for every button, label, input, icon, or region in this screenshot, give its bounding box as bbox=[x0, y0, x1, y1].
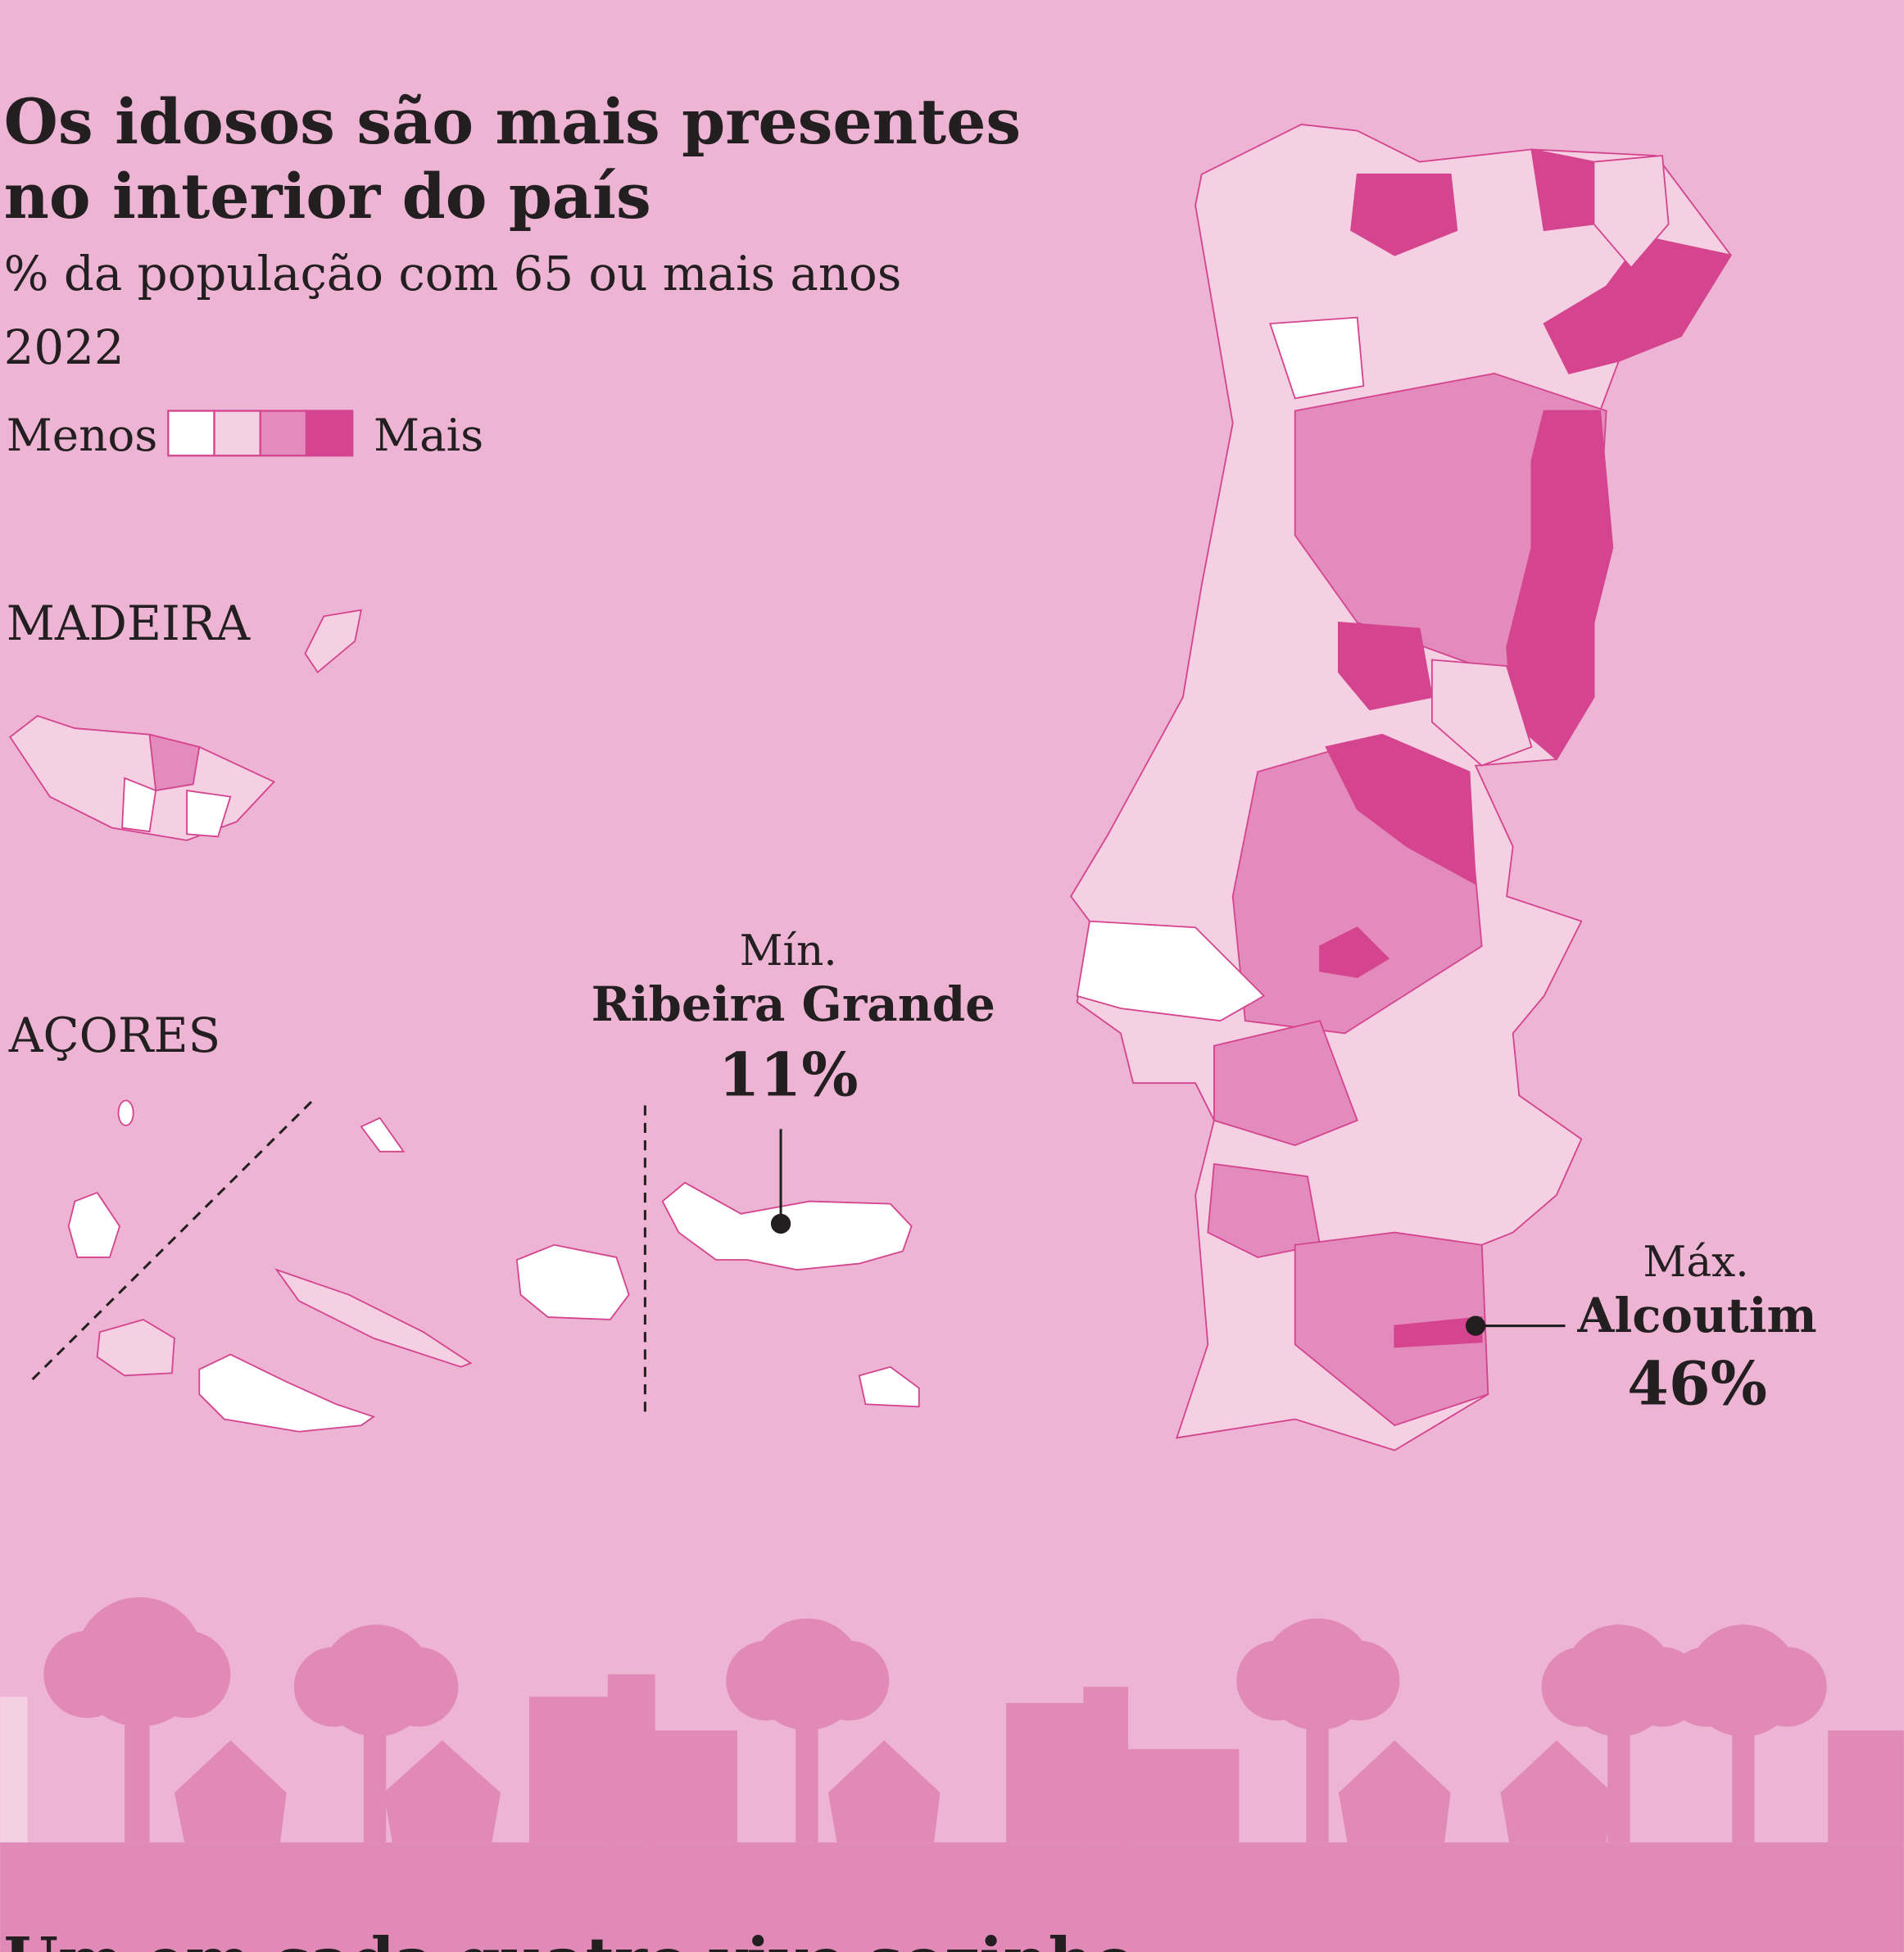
title-line: no interior do país bbox=[4, 160, 651, 233]
legend-scale bbox=[168, 411, 352, 456]
min-label: Mín. bbox=[740, 926, 837, 976]
subtitle: % da população com 65 ou mais anos bbox=[4, 246, 902, 301]
min-place: Ribeira Grande bbox=[592, 976, 995, 1032]
legend-swatch bbox=[261, 411, 306, 456]
next-section-title: Um em cada quatro vive sozinho bbox=[4, 1923, 1136, 1952]
year: 2022 bbox=[4, 319, 125, 375]
legend-high: Mais bbox=[374, 409, 483, 461]
pointer-dot bbox=[1466, 1316, 1485, 1335]
title-line: Os idosos são mais presentes bbox=[4, 85, 1022, 158]
region-label: MADEIRA bbox=[7, 596, 252, 651]
legend-swatch bbox=[306, 411, 352, 456]
legend-swatch bbox=[215, 411, 261, 456]
max-value: 46% bbox=[1627, 1349, 1767, 1419]
infographic: Os idosos são mais presentes no interior… bbox=[0, 0, 1904, 1952]
max-place: Alcoutim bbox=[1577, 1288, 1817, 1343]
legend-low: Menos bbox=[7, 409, 158, 461]
max-label: Máx. bbox=[1643, 1238, 1748, 1287]
legend-swatch bbox=[168, 411, 214, 456]
region-label: AÇORES bbox=[8, 1008, 220, 1063]
min-value: 11% bbox=[719, 1040, 859, 1110]
